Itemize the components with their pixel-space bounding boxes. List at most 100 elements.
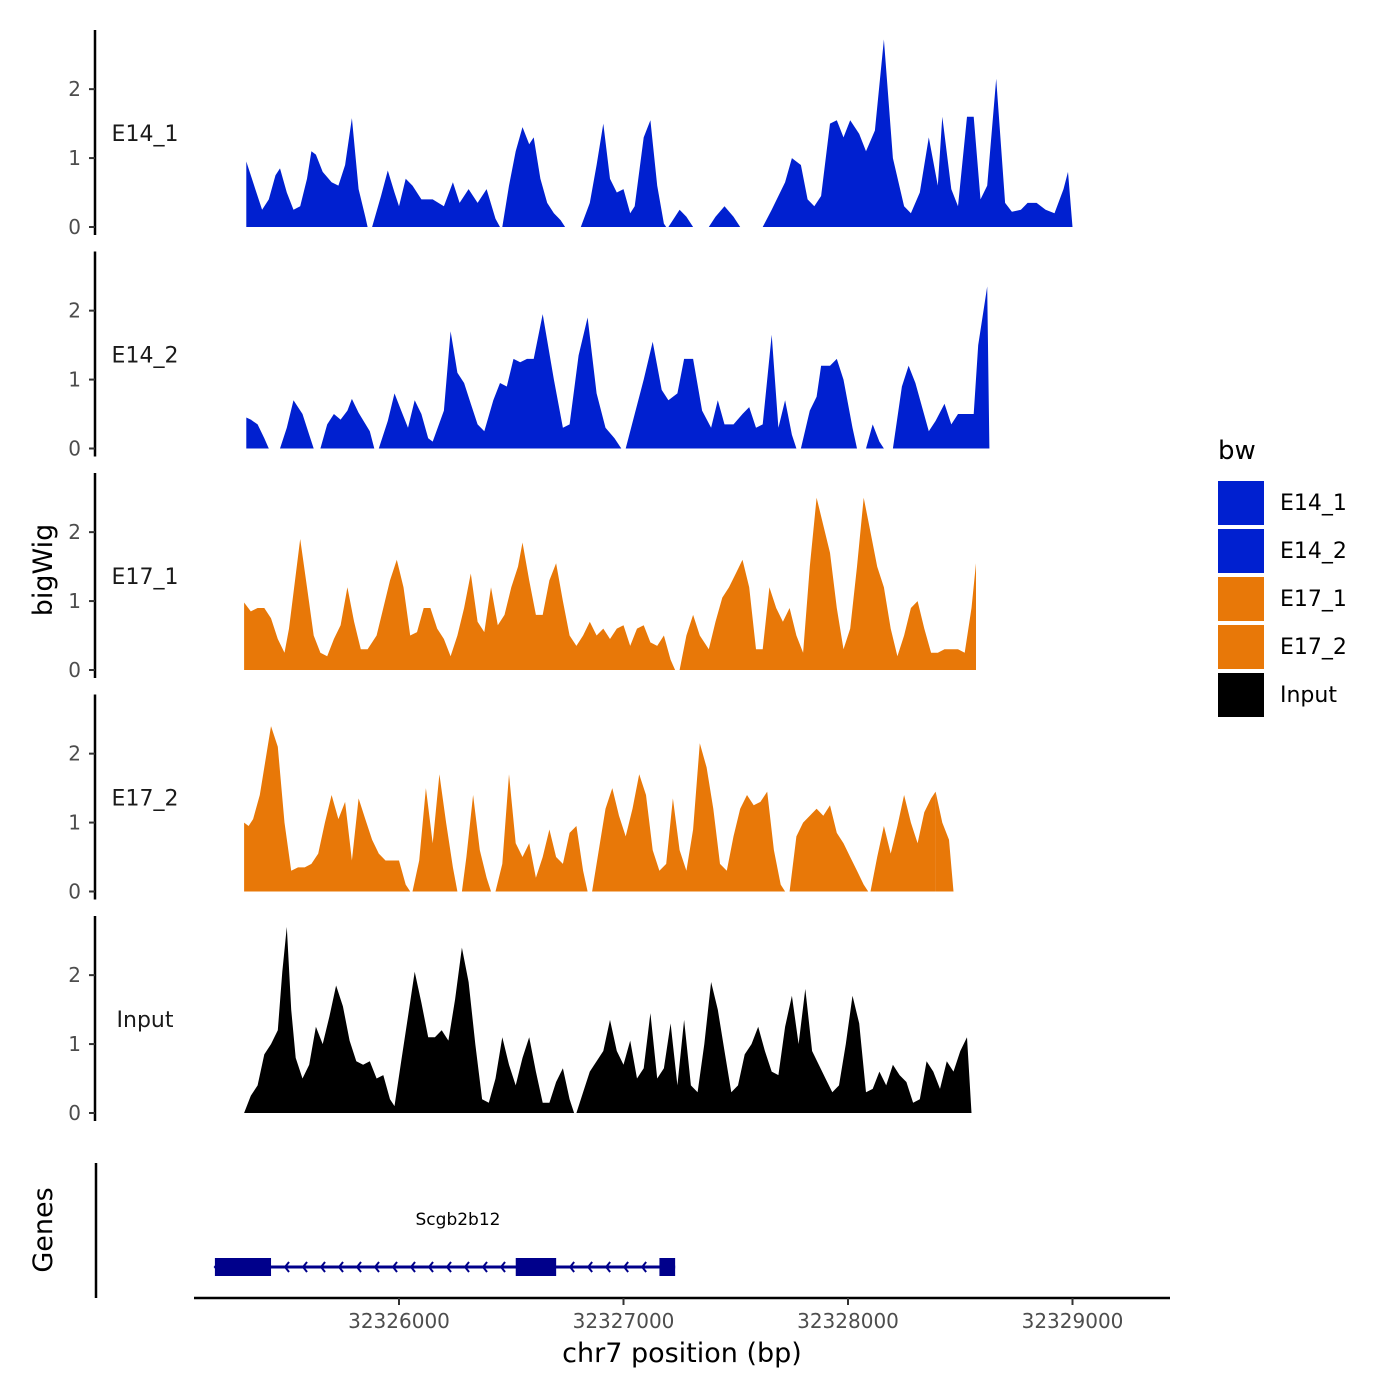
coverage-area-E17_2: [592, 743, 786, 892]
strand-arrow: [319, 1261, 326, 1273]
coverage-area-E14_2: [280, 400, 314, 449]
track-E14_2: 0 1 2 E14_2: [68, 251, 990, 461]
track-label-E17_2: E17_2: [112, 787, 179, 812]
coverage-area-E17_2: [789, 805, 869, 892]
y-tick-label: 0: [68, 880, 81, 904]
coverage-area-E14_2: [866, 424, 884, 449]
coverage-area-E17_2: [495, 774, 588, 892]
y-tick-label: 0: [68, 437, 81, 461]
x-tick-label: 32329000: [1022, 1309, 1124, 1333]
track-label-E14_1: E14_1: [112, 122, 179, 147]
strand-arrow: [640, 1261, 647, 1273]
strand-arrow: [463, 1261, 470, 1273]
strand-arrow: [568, 1261, 575, 1273]
legend-label-E17_2: E17_2: [1280, 635, 1347, 660]
coverage-area-E14_2: [378, 314, 622, 449]
x-ticks: 32326000 32327000 32328000 32329000: [348, 1298, 1123, 1333]
track-E17_1: 0 1 2 E17_1: [68, 473, 976, 682]
strand-arrow: [445, 1261, 452, 1273]
track-label-E14_2: E14_2: [112, 344, 179, 369]
y-tick-label: 0: [68, 658, 81, 682]
y-tick-label: 1: [68, 811, 81, 835]
genes-panel: Genes Scgb2b12: [28, 1163, 676, 1298]
gene-model: [213, 1258, 676, 1276]
y-tick-label: 2: [68, 963, 81, 987]
strand-arrow: [337, 1261, 344, 1273]
strand-arrow: [373, 1261, 380, 1273]
strand-arrow: [409, 1261, 416, 1273]
gene-label: Scgb2b12: [416, 1210, 501, 1230]
track-E14_1: 0 1 2 E14_1: [68, 30, 1073, 239]
y-tick-label: 2: [68, 742, 81, 766]
legend: bw E14_1 E14_2 E17_1 E17_2 Input: [1218, 436, 1347, 717]
track-label-Input: Input: [117, 1008, 174, 1033]
coverage-area-E17_1: [244, 539, 676, 670]
coverage-area-E14_2: [800, 358, 857, 449]
strand-arrow: [301, 1261, 308, 1273]
x-tick-label: 32328000: [797, 1309, 899, 1333]
coverage-area-E17_2: [870, 791, 936, 892]
legend-swatch-E14_2: [1218, 529, 1264, 573]
strand-arrow: [481, 1261, 488, 1273]
x-axis: 32326000 32327000 32328000 32329000 chr7 po…: [194, 1296, 1170, 1369]
coverage-area-E14_1: [502, 127, 566, 227]
coverage-area-E14_2: [625, 334, 797, 449]
legend-label-E14_2: E14_2: [1280, 539, 1347, 564]
x-tick-label: 32326000: [348, 1309, 450, 1333]
coverage-area-E14_1: [708, 206, 741, 227]
y-tick-label: 0: [68, 1101, 81, 1125]
coverage-area-E17_2: [412, 774, 458, 892]
coverage-area-E14_1: [668, 209, 694, 227]
coverage-area-E14_2: [892, 286, 990, 449]
coverage-area-E14_2: [246, 417, 269, 449]
legend-entries: E14_1 E14_2 E17_1 E17_2 Input: [1218, 481, 1347, 717]
gene-exon: [659, 1258, 676, 1276]
y-tick-label: 1: [68, 146, 81, 170]
legend-swatch-Input: [1218, 673, 1264, 717]
coverage-area-E17_1: [679, 497, 976, 670]
y-tick-label: 1: [68, 1032, 81, 1056]
coverage-area-E14_1: [372, 170, 500, 227]
legend-title: bw: [1218, 436, 1256, 466]
gene-exon: [515, 1258, 557, 1276]
legend-label-E14_1: E14_1: [1280, 491, 1347, 516]
y-axis-title: bigWig: [28, 524, 59, 617]
coverage-area-Input: [244, 926, 575, 1113]
strand-arrow: [499, 1261, 506, 1273]
coverage-area-Input: [576, 982, 972, 1113]
strand-arrow: [391, 1261, 398, 1273]
y-tick-label: 2: [68, 520, 81, 544]
legend-swatch-E14_1: [1218, 481, 1264, 525]
y-tick-label: 2: [68, 77, 81, 101]
x-tick-label: 32327000: [573, 1309, 675, 1333]
coverage-area-E17_2: [935, 791, 954, 892]
coverage-area-E17_2: [461, 795, 491, 892]
strand-arrow: [355, 1261, 362, 1273]
y-tick-label: 2: [68, 299, 81, 323]
bigwig-tracks: 0 1 2 E14_1 0 1 2 E14_2 0 1 2 E17_1 0 1 2 E17_2 0 1 2 Input: [68, 30, 1073, 1125]
y-tick-label: 0: [68, 215, 81, 239]
legend-label-E17_1: E17_1: [1280, 587, 1347, 612]
strand-arrow: [604, 1261, 611, 1273]
track-label-E17_1: E17_1: [112, 565, 179, 590]
y-tick-label: 1: [68, 589, 81, 613]
coverage-area-E14_1: [246, 118, 368, 227]
y-tick-label: 1: [68, 368, 81, 392]
strand-arrow: [427, 1261, 434, 1273]
strand-arrow: [283, 1261, 290, 1273]
legend-swatch-E17_1: [1218, 577, 1264, 621]
genes-axis-title: Genes: [28, 1187, 59, 1272]
coverage-area-E14_2: [320, 398, 375, 449]
strand-arrow: [622, 1261, 629, 1273]
x-axis-title: chr7 position (bp): [562, 1338, 802, 1369]
coverage-area-E14_1: [580, 120, 667, 227]
strand-arrow: [213, 1261, 220, 1273]
legend-swatch-E17_2: [1218, 625, 1264, 669]
strand-arrow: [586, 1261, 593, 1273]
legend-label-Input: Input: [1280, 683, 1337, 708]
coverage-area-E14_1: [762, 39, 1073, 227]
track-E17_2: 0 1 2 E17_2: [68, 694, 954, 904]
gene-exon: [214, 1258, 272, 1276]
coverage-area-E17_2: [244, 726, 411, 892]
